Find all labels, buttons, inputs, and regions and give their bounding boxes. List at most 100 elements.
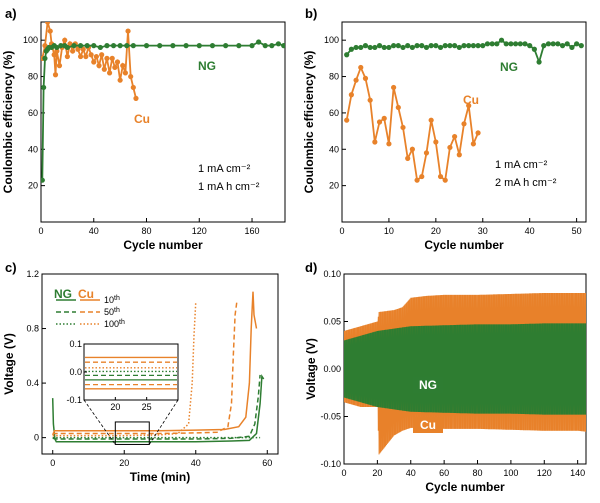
panel-c-legend-cycle-label: 100th [104, 319, 125, 330]
panel-b-series-cu-point [447, 144, 453, 151]
panel-b-series-cu-point [367, 97, 373, 103]
panel-b-series-cu-point [381, 115, 387, 121]
panel-b-series-ng-point [362, 43, 369, 49]
panel-a-series-ng-point [236, 43, 242, 49]
panel-b-series-ng-point [433, 43, 439, 49]
panel-a-series-cu-point [99, 52, 105, 58]
panel-a-y-axis-title: Coulombic efficiency (%) [1, 51, 15, 194]
panel-a-series-cu-point [88, 52, 94, 58]
panel-a-series-ng-point [64, 44, 70, 51]
panel-b-series-ng-point [409, 44, 415, 51]
panel-b-series-cu-point [348, 92, 354, 98]
panel-b-series-cu-point [405, 155, 411, 161]
panel-b-x-axis-title: Cycle number [424, 238, 504, 252]
panel-c-legend-cycle-label: 10th [104, 295, 120, 306]
panel-d-x-tick-label: 80 [473, 468, 483, 478]
panel-d: d) 0 20 40 60 80 100 120 140 -0.10 -0.05 0.00 0.05 0.… [304, 260, 587, 494]
panel-b-series-cu-point [428, 117, 434, 123]
panel-a-series-cu-point [104, 55, 110, 61]
panel-a-x-tick-label: 120 [192, 226, 207, 236]
panel-b-ng-label: NG [500, 60, 518, 74]
panel-b-series-ng-point [559, 43, 566, 49]
panel-a-series-cu-point [64, 53, 70, 60]
panel-c-y-tick-label: 1.2 [26, 269, 39, 279]
panel-a-x-tick-label: 160 [245, 226, 260, 236]
panel-c-series-line [52, 301, 238, 435]
panel-c-letter: c) [5, 260, 17, 275]
panel-d-x-tick-label: 0 [341, 468, 346, 478]
panel-b-series-cu-point [395, 104, 401, 111]
panel-c-y-axis-title: Voltage (V) [2, 333, 16, 395]
panel-a-series-ng-point [71, 43, 77, 49]
panel-b-series-ng-point [391, 43, 397, 49]
panel-b-series-ng-point [470, 43, 476, 49]
panel-a-x-tick-label: 40 [89, 226, 99, 236]
panel-b-series-ng-point [527, 43, 533, 49]
panel-b-series-cu-point [400, 124, 406, 131]
panel-d-cu-label: Cu [420, 418, 436, 432]
panel-b-x-tick-label: 50 [572, 226, 582, 236]
panel-a-series-cu-point [117, 77, 123, 83]
panel-b-series-ng-point [381, 44, 387, 51]
panel-a-x-axis-title: Cycle number [123, 238, 203, 252]
panel-a-series-ng-point [262, 43, 268, 49]
panel-b-series-ng-point [564, 41, 570, 47]
panel-c-y-tick-label: 0 [34, 433, 39, 443]
panel-a-series-cu-point [109, 55, 115, 61]
panel-b-series-ng-point [541, 43, 547, 49]
panel-d-series-ng-band [344, 323, 586, 415]
panel-b-series-ng-point [447, 43, 453, 49]
panel-a-series-ng-point [223, 43, 229, 49]
panel-b-series-ng-point [348, 46, 354, 52]
panel-b-series-ng-point [428, 43, 434, 49]
panel-b-series-cu-point [470, 141, 476, 147]
panel-a-series-ng-point [97, 44, 103, 51]
panel-a-series-cu-point [133, 95, 139, 101]
panel-a-series-ng-point [117, 43, 123, 49]
panel-a-series-ng-point [91, 43, 97, 49]
panel-a-y-tick-label: 20 [28, 181, 38, 191]
panel-c-zoom-connector [148, 399, 179, 445]
panel-a-plot-frame [40, 21, 286, 223]
panel-b-series-ng-point [344, 52, 350, 58]
panel-a-series-ng-point [209, 43, 216, 49]
panel-a-series-ng-point [157, 43, 163, 49]
panel-b-series-cu-point [437, 173, 444, 180]
panel-b-series-ng-point [508, 41, 514, 47]
panel-a-series-cu-point [125, 28, 131, 34]
panel-b-series-ng-point [358, 44, 364, 51]
panel-a-series-cu-point [114, 59, 121, 65]
panel-b-series-ng-point [569, 44, 575, 51]
panel-b-series-cu-point [442, 177, 448, 183]
panel-c-legend-cu: Cu [78, 287, 94, 301]
panel-b-y-tick-label: 100 [324, 35, 339, 45]
panel-a-series-cu-point [128, 73, 134, 80]
panel-a-series-cu-point [101, 66, 107, 72]
panel-b-series-ng-point [574, 41, 580, 47]
panel-b-x-tick-label: 40 [525, 226, 535, 236]
panel-b-series-ng-point [395, 43, 401, 49]
panel-b-series-ng-point [475, 43, 481, 49]
panel-b-x-tick-label: 20 [431, 226, 441, 236]
panel-a-series-ng-point [110, 43, 117, 49]
panel-d-x-tick-label: 100 [503, 468, 518, 478]
panel-b-series-cu-point [362, 75, 369, 81]
panel-b-series-ng-point [456, 44, 462, 51]
panel-c-legend-ng: NG [54, 287, 72, 301]
panel-a-y-tick-label: 60 [28, 108, 38, 118]
panel-a-series-ng-point [42, 55, 48, 61]
panel-b-series-cu-point [391, 84, 397, 91]
panel-b-series-ng-point [555, 41, 561, 47]
panel-a-series-ng-point [275, 41, 282, 47]
panel-c-y-tick-label: 0.4 [26, 378, 39, 388]
panel-a-series-ng-point [104, 43, 110, 49]
panel-c-series-line [52, 291, 258, 436]
panel-b-series-ng-point [414, 43, 420, 49]
panel-c-x-tick-label: 60 [262, 458, 272, 468]
panel-b-series-ng-point [550, 41, 556, 47]
panel-a-x-tick-label: 0 [38, 226, 43, 236]
panel-b-series-ng-point [522, 41, 528, 47]
panel-a-series-ng-point [58, 43, 64, 49]
panel-d-cu-label-bg [413, 417, 443, 433]
panel-b-series-cu-point [386, 141, 392, 147]
